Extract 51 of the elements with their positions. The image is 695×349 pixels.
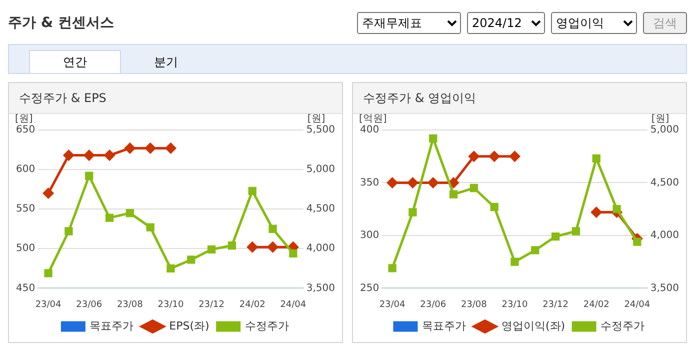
x-tick-label: 24/04: [280, 300, 306, 310]
legend-label: 목표주가: [90, 319, 134, 332]
y-tick-label: 600: [16, 164, 36, 176]
y2-tick-label: 4,000: [650, 230, 680, 242]
x-tick-label: 23/10: [502, 300, 528, 310]
x-tick-label: 23/12: [198, 300, 225, 310]
legend-label: 영업이익(좌): [501, 319, 566, 332]
legend-label: 목표주가: [422, 319, 466, 332]
text: 2024/12: [467, 12, 545, 34]
y2-axis-title: [원]: [651, 114, 670, 125]
legend-label: EPS(좌): [169, 319, 210, 332]
text: 영업이익: [551, 12, 637, 34]
text: 검색: [643, 12, 687, 34]
y-tick-label: 450: [16, 282, 36, 294]
x-tick-label: 23/12: [542, 300, 569, 310]
legend-label: 수정주가: [244, 319, 289, 332]
x-tick-label: 24/02: [583, 300, 610, 310]
text: 연간: [29, 50, 121, 73]
y-tick-label: 550: [16, 204, 36, 215]
x-tick-label: 23/04: [35, 300, 62, 310]
y2-tick-label: 5,500: [306, 124, 336, 136]
text: 분기: [153, 54, 179, 71]
x-tick-label: 23/06: [420, 300, 446, 310]
x-tick-label: 23/04: [379, 300, 406, 310]
x-tick-label: 24/04: [624, 300, 650, 310]
y-tick-label: 300: [360, 230, 380, 242]
chart-title: 수정주가 & 영업이익: [353, 83, 686, 114]
x-tick-label: 23/08: [460, 300, 488, 310]
y2-tick-label: 4,500: [650, 177, 680, 188]
chart-title: 수정주가 & EPS: [9, 83, 342, 114]
legend-label: 수정주가: [600, 319, 645, 332]
text: 주재무제표: [357, 12, 461, 34]
y-tick-label: 650: [16, 124, 36, 136]
y2-tick-label: 4,500: [306, 204, 336, 215]
y-tick-label: 500: [16, 243, 36, 254]
y2-tick-label: 5,000: [306, 164, 336, 176]
y-tick-label: 250: [360, 282, 380, 294]
y2-axis-title: [원]: [307, 114, 326, 125]
x-tick-label: 23/10: [158, 300, 184, 310]
y-tick-label: 350: [360, 177, 380, 188]
text: 주가 & 컨센서스: [8, 14, 114, 32]
y2-tick-label: 3,500: [650, 282, 680, 294]
x-tick-label: 23/08: [116, 300, 144, 310]
x-tick-label: 24/02: [239, 300, 266, 310]
y2-tick-label: 4,000: [306, 243, 336, 254]
y-axis-title: [억원]: [359, 114, 387, 125]
y-axis-title: [원]: [15, 114, 33, 125]
y-tick-label: 400: [360, 124, 380, 136]
x-tick-label: 23/06: [76, 300, 102, 310]
y2-tick-label: 5,000: [650, 124, 680, 136]
y2-tick-label: 3,500: [306, 282, 336, 294]
